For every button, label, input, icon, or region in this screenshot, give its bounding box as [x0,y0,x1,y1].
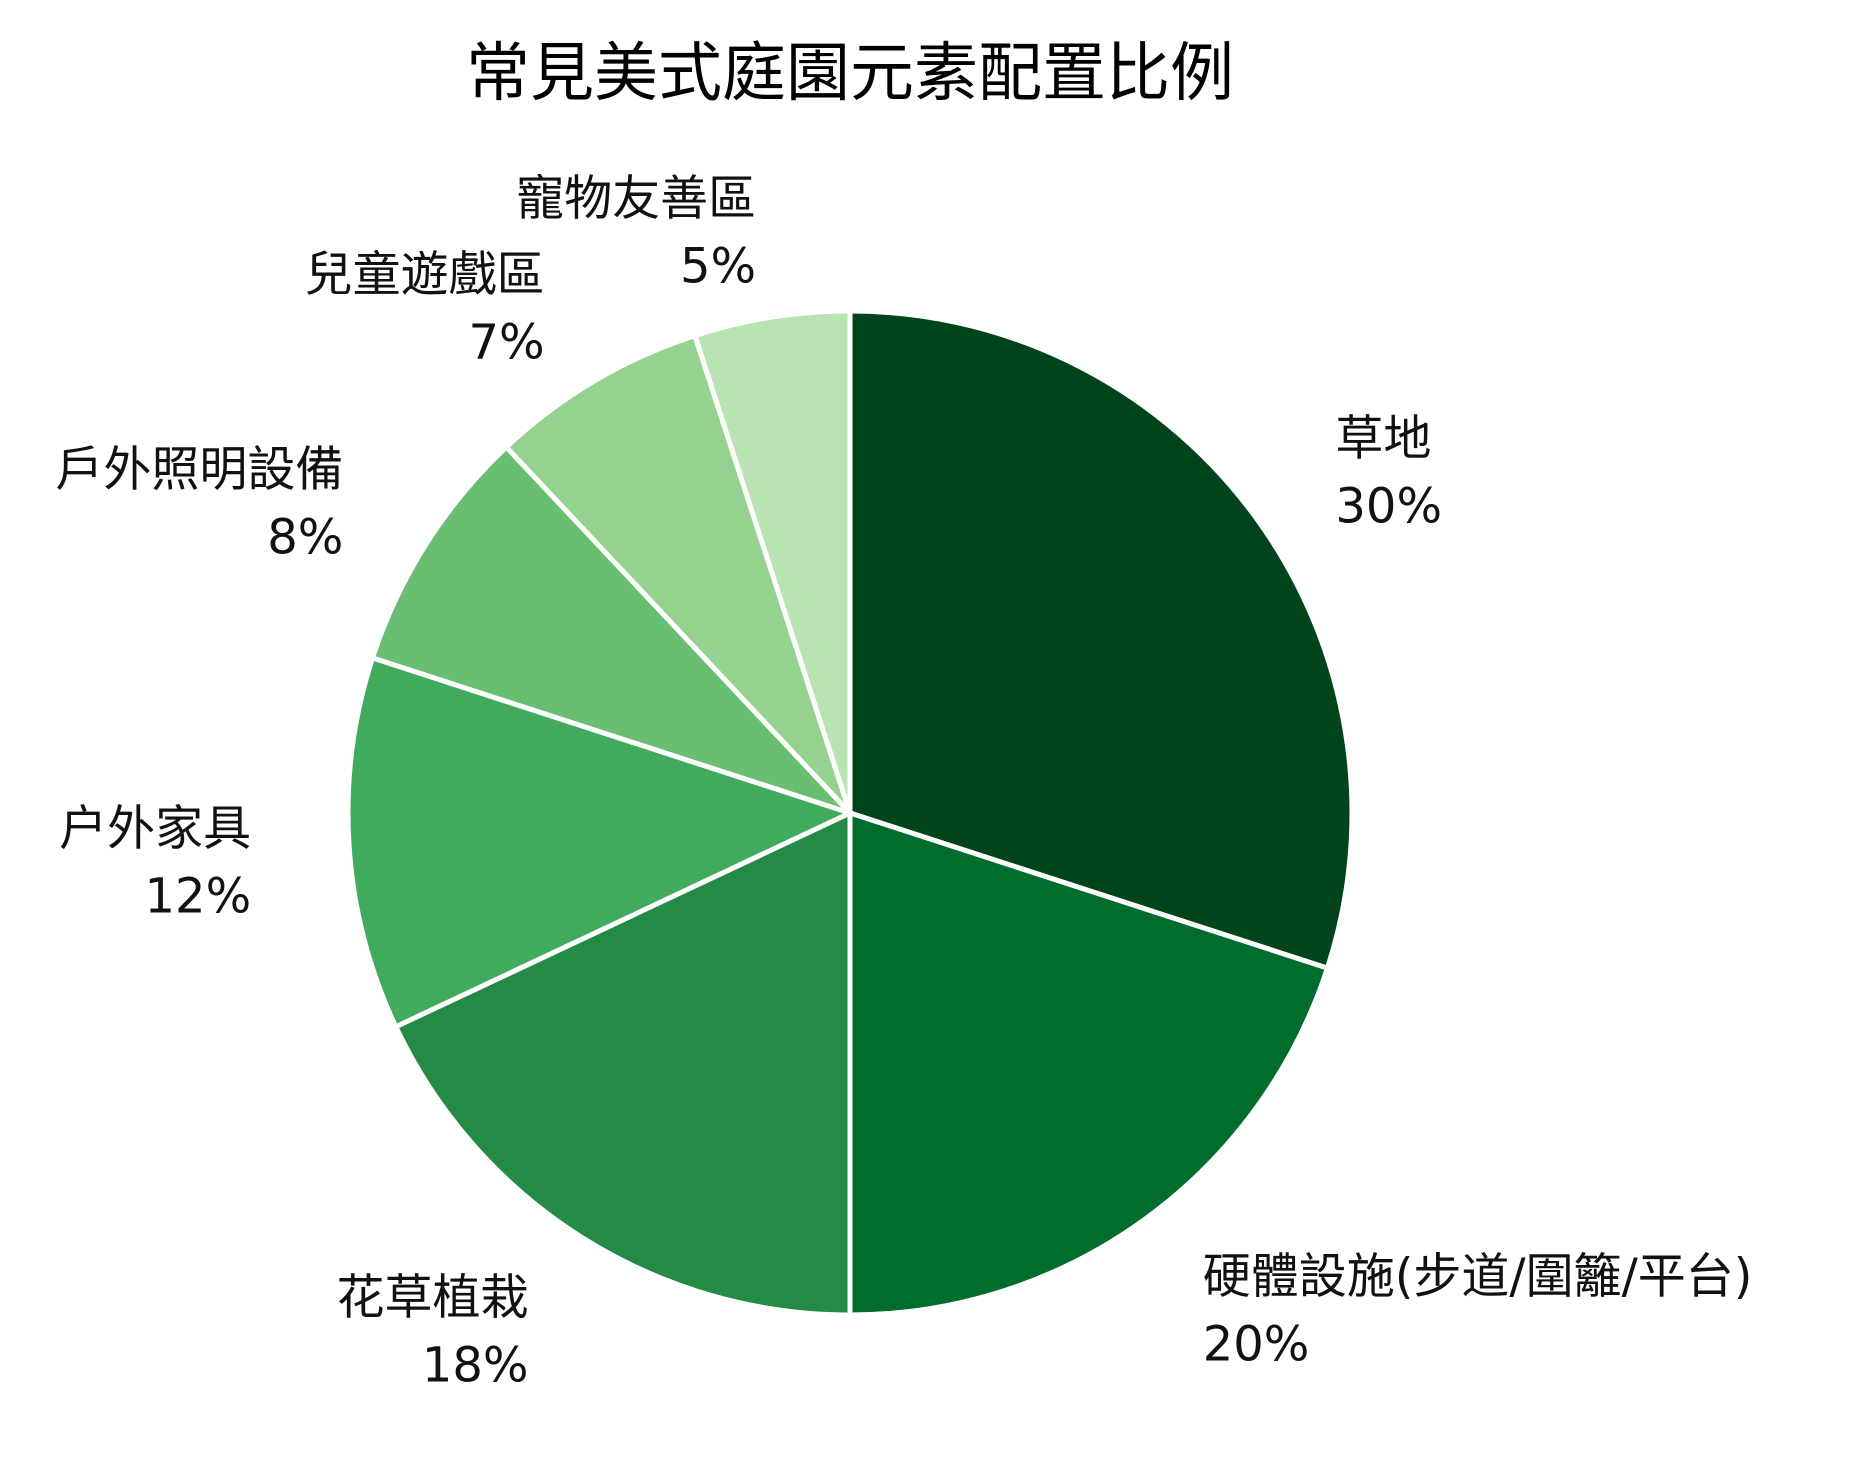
slice-value-label: 30% [1335,478,1442,534]
pie-slice [847,308,1355,971]
slice-category-label: 草地 [1335,410,1431,466]
slice-label: 花草植栽 18% [336,1270,528,1394]
slice-label: 戶外照明設備 8% [55,442,343,566]
pie-slice [345,655,853,1030]
slice-value-label: 12% [145,869,252,925]
slice-category-label: 兒童遊戲區 [305,247,545,303]
slice-category-label: 花草植栽 [336,1270,528,1326]
pie-slice [393,810,853,1318]
slice-category-label: 寵物友善區 [516,170,756,226]
slice-labels: 草地 30% 硬體設施(步道/圍籬/平台) 20% 花草植栽 18% 户外家具 12% 戶外照明… [55,170,1752,1393]
pie-slice [370,444,853,816]
slice-value-label: 5% [680,238,756,294]
slice-category-label: 户外家具 [59,801,251,857]
pie-slices [345,308,1355,1318]
slice-label: 兒童遊戲區 7% [305,247,545,371]
slice-value-label: 8% [267,510,343,566]
slice-label: 硬體設施(步道/圍籬/平台) 20% [1203,1248,1753,1372]
chart-title: 常見美式庭園元素配置比例 [466,37,1234,111]
slice-label: 草地 30% [1335,410,1442,534]
slice-value-label: 7% [468,315,544,371]
pie-slice [503,333,853,816]
slice-category-label: 戶外照明設備 [55,442,343,498]
pie-slice [692,308,853,816]
slice-label: 寵物友善區 5% [516,170,756,294]
slice-value-label: 18% [422,1338,529,1394]
slice-category-label: 硬體設施(步道/圍籬/平台) [1203,1248,1753,1304]
slice-value-label: 20% [1203,1316,1310,1372]
slice-label: 户外家具 12% [59,801,251,925]
pie-slice [847,810,1330,1318]
